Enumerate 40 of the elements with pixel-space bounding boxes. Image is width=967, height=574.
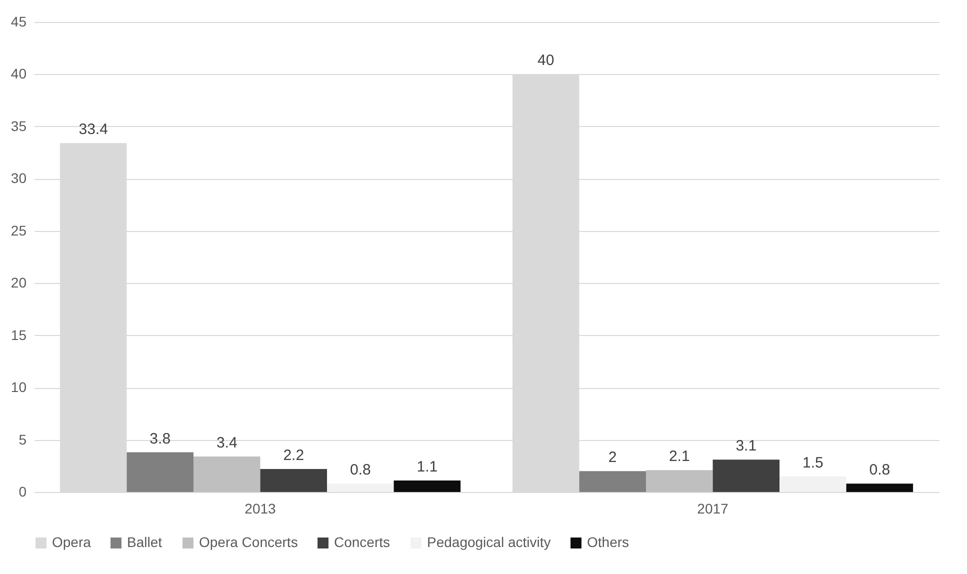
x-tick-label: 2013 [244, 500, 276, 516]
legend-label: Ballet [127, 534, 162, 550]
data-label: 1.1 [416, 458, 438, 476]
bar [579, 471, 646, 492]
data-label: 2.1 [668, 448, 690, 466]
bar [646, 470, 713, 492]
x-tick-label: 2017 [697, 500, 729, 516]
legend-label: Pedagogical activity [427, 534, 551, 550]
bar [193, 456, 260, 492]
data-label: 40 [538, 52, 554, 70]
legend-label: Others [587, 534, 630, 550]
data-label: 3.8 [150, 430, 171, 448]
bar [712, 460, 780, 492]
y-tick-label: 40 [10, 66, 27, 82]
data-label: 33.4 [78, 121, 108, 138]
y-tick-label: 45 [10, 14, 27, 30]
data-label: 3.4 [216, 434, 238, 452]
data-label: 0.8 [869, 462, 890, 479]
legend-label: Concerts [334, 534, 390, 550]
bar [260, 469, 328, 492]
data-label: 2 [608, 449, 617, 466]
y-tick-label: 25 [10, 222, 27, 238]
bar [846, 484, 914, 492]
bar [126, 452, 194, 492]
y-tick-label: 35 [10, 118, 27, 134]
data-label: 2.2 [283, 447, 304, 464]
y-tick-label: 5 [18, 431, 27, 448]
data-label: 1.5 [802, 454, 824, 472]
bar [327, 484, 394, 492]
bar [394, 480, 461, 492]
legend-label: Opera [52, 534, 92, 550]
y-tick-label: 0 [18, 484, 27, 500]
legend-label: Opera Concerts [199, 534, 298, 550]
y-tick-label: 15 [10, 326, 27, 343]
y-tick-label: 10 [10, 379, 27, 396]
bar [780, 476, 846, 492]
data-label: 3.1 [736, 438, 757, 455]
data-label: 0.8 [350, 462, 371, 479]
y-tick-label: 30 [10, 170, 27, 186]
y-tick-label: 20 [10, 274, 27, 291]
